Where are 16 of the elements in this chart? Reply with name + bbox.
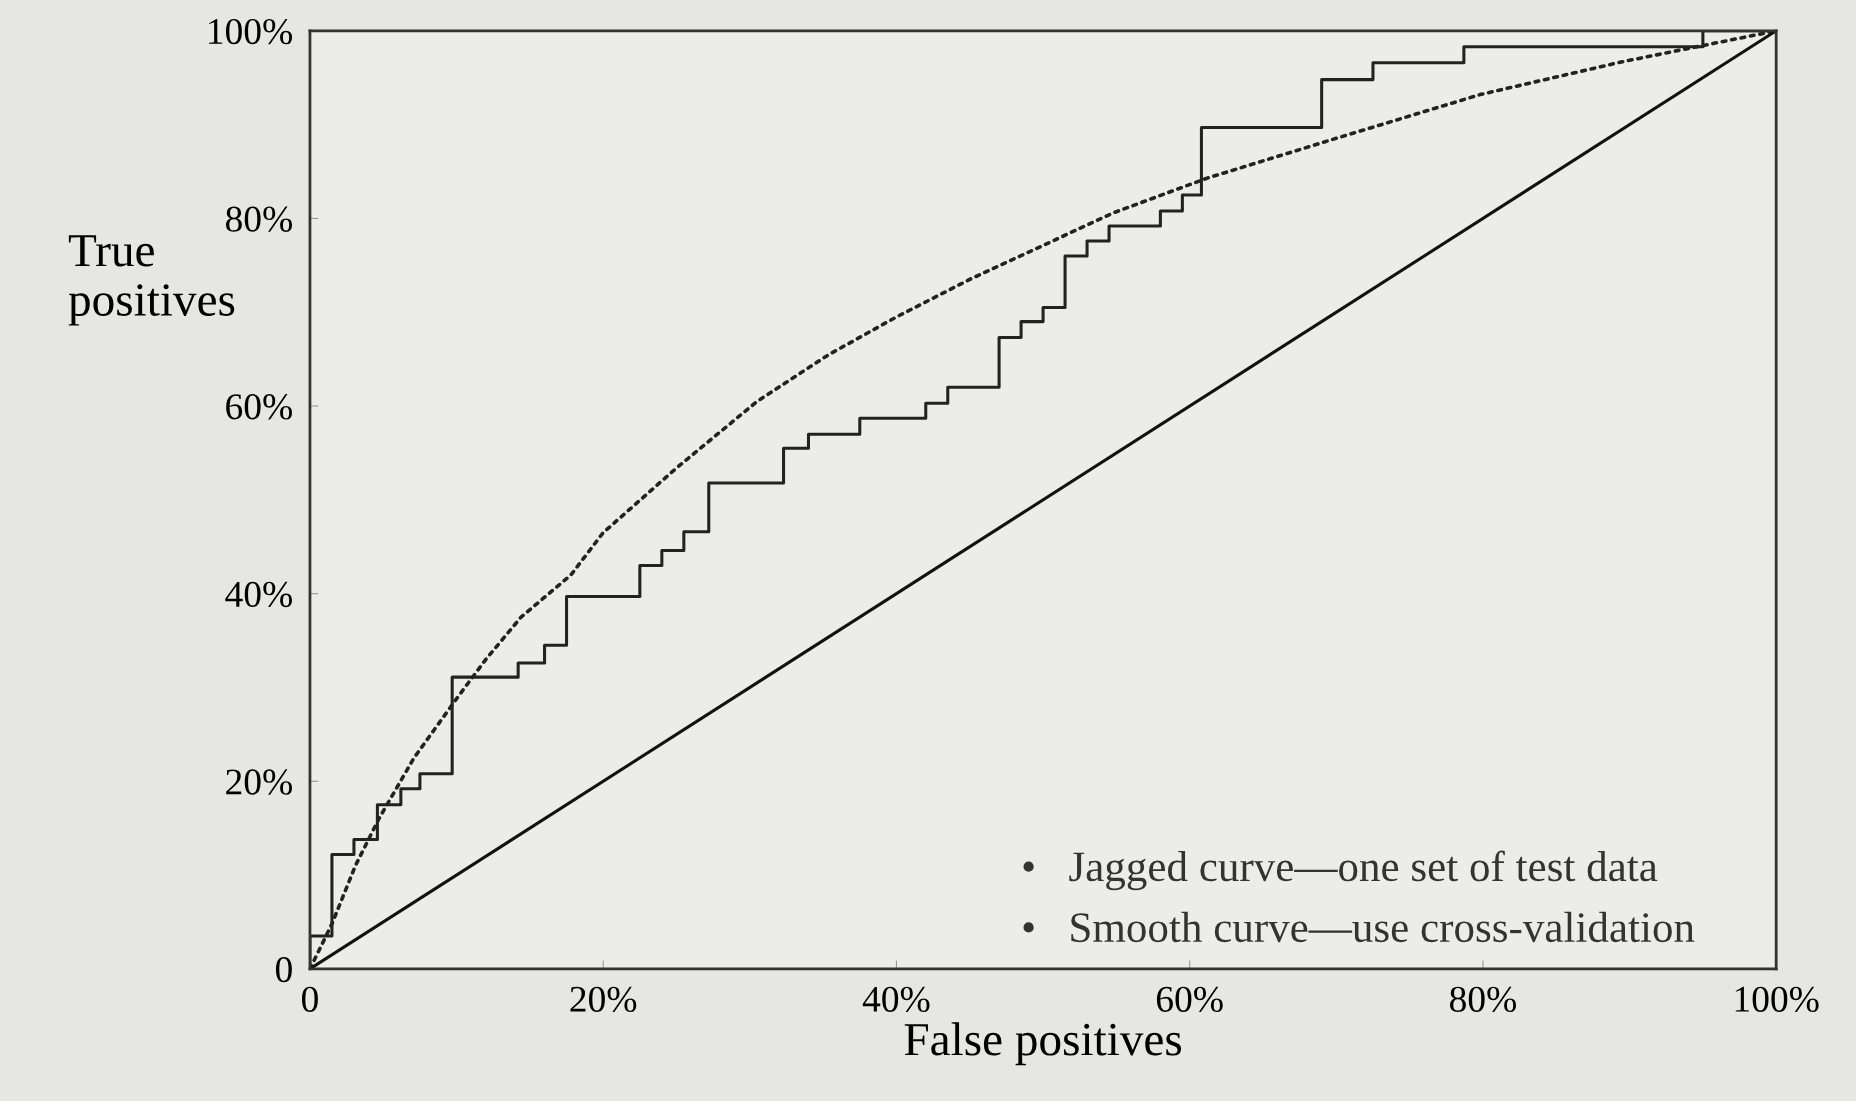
x-tick-label: 0 — [302, 986, 318, 1012]
x-tick-label: 40% — [862, 986, 930, 1013]
annotation: • Jagged curve—one set of test data — [1023, 850, 1658, 891]
y-tick-label: 60% — [226, 394, 293, 420]
x-tick-label: 20% — [570, 986, 637, 1013]
annotation: • Smooth curve—use cross-validation — [1023, 911, 1695, 943]
y-tick-label: 100% — [209, 18, 293, 45]
x-tick-label: 60% — [1156, 986, 1223, 1013]
y-tick-label: 40% — [225, 581, 293, 608]
x-axis-title: False positives — [904, 1022, 1182, 1066]
y-axis-title: True positives — [68, 235, 235, 326]
x-tick-label: 80% — [1450, 986, 1517, 1013]
y-tick-label: 80% — [225, 206, 293, 232]
y-tick-label: 0 — [275, 956, 292, 983]
x-tick-label: 100% — [1735, 986, 1819, 1013]
y-tick-label: 20% — [226, 769, 293, 795]
